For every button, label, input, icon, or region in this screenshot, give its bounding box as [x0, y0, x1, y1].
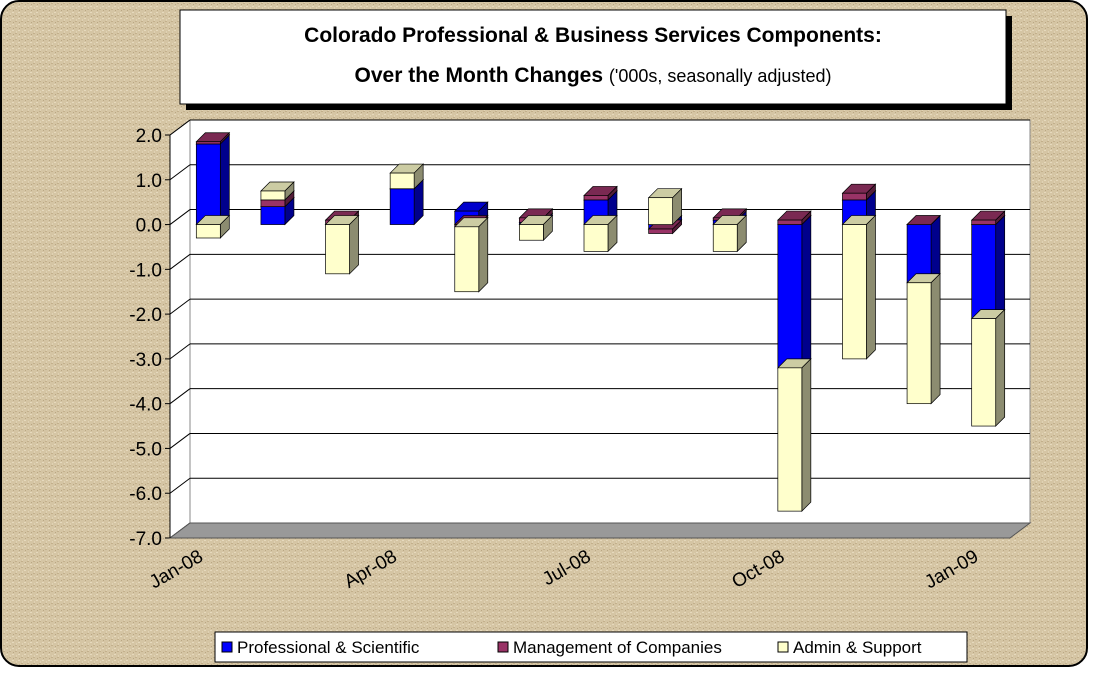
bar	[971, 219, 997, 225]
bar-side	[930, 214, 941, 284]
side-wall	[169, 119, 191, 539]
y-tick-label: -3.0	[129, 350, 162, 371]
bar	[712, 224, 738, 252]
chart-title: Colorado Professional & Business Service…	[304, 24, 882, 47]
bar-side	[930, 215, 941, 225]
bar-side	[995, 308, 1006, 427]
bar	[777, 219, 803, 225]
bar-side	[219, 134, 230, 226]
legend-items: Professional & Scientific Management of C…	[221, 638, 922, 657]
bar	[195, 143, 221, 225]
legend-swatch	[497, 641, 509, 653]
legend-swatch	[221, 641, 233, 653]
grid-line-side	[169, 253, 191, 270]
plot: -7.0-6.0-5.0-4.0-3.0-2.0-1.00.01.02.0Jan…	[129, 119, 1032, 593]
grid-line-side	[169, 477, 191, 494]
y-tick-label: -4.0	[129, 395, 162, 416]
bar	[260, 190, 286, 201]
floor	[168, 522, 1032, 539]
legend	[214, 631, 968, 663]
legend-label: Professional & Scientific	[237, 638, 420, 657]
y-tick-label: 2.0	[136, 126, 162, 147]
y-tick-label: 1.0	[136, 171, 162, 192]
legend-swatch	[777, 641, 789, 653]
back-wall	[189, 119, 1031, 524]
bar	[195, 141, 221, 145]
bar	[906, 282, 932, 405]
bar	[842, 224, 867, 360]
chart-title: Over the Month Changes	[355, 64, 604, 87]
grid-line-side	[169, 343, 191, 360]
bar	[648, 197, 673, 225]
legend-label: Management of Companies	[513, 638, 722, 657]
bar	[583, 224, 609, 252]
grid-line-side	[169, 433, 191, 449]
grid-line-side	[169, 119, 191, 136]
bar-side	[801, 214, 812, 369]
bar	[454, 226, 480, 293]
bar	[971, 224, 997, 319]
y-tick-label: -6.0	[129, 484, 162, 505]
bar	[260, 199, 286, 207]
y-tick-label: -1.0	[129, 260, 162, 281]
y-tick-label: -5.0	[129, 439, 162, 460]
bar	[389, 172, 415, 190]
bar	[971, 318, 997, 427]
y-tick-label: -7.0	[129, 529, 162, 550]
bar-side	[349, 214, 359, 275]
bar	[195, 224, 221, 239]
title-box	[179, 9, 1007, 105]
chart-title-2: Over the Month Changes ('000s, seasonall…	[355, 64, 832, 87]
bar	[648, 228, 673, 234]
bar-side	[801, 357, 812, 512]
chart-subtitle: ('000s, seasonally adjusted)	[609, 66, 832, 86]
legend-label: Admin & Support	[793, 638, 922, 657]
grid-line-side	[169, 388, 191, 405]
grid-line-side	[169, 298, 191, 315]
bar-side	[866, 214, 876, 360]
y-tick-label: 0.0	[136, 216, 162, 237]
bar	[389, 188, 415, 225]
bar	[842, 192, 867, 201]
bar-side	[995, 214, 1006, 320]
bar	[777, 224, 803, 369]
bar-side	[478, 216, 489, 293]
bar	[519, 224, 544, 241]
bar	[325, 224, 350, 275]
bar	[583, 195, 609, 201]
y-tick-label: -2.0	[129, 305, 162, 326]
bar-side	[930, 272, 941, 405]
bar	[777, 367, 803, 512]
grid-line-side	[169, 164, 191, 181]
bar	[260, 206, 286, 225]
grid-line-side	[169, 209, 191, 225]
